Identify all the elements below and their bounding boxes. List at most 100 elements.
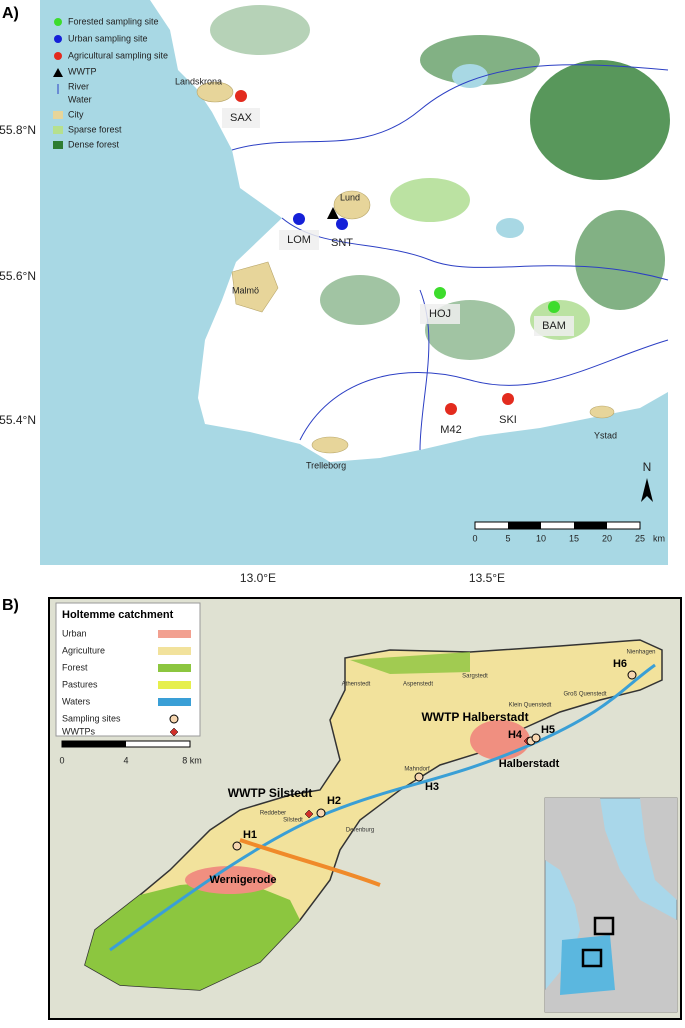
scale-label: 15 [569, 533, 579, 543]
legend-label: City [68, 109, 84, 119]
city [196, 81, 234, 103]
river [231, 64, 669, 151]
inset-box [593, 916, 615, 936]
inset-land [640, 798, 677, 900]
site-marker [336, 218, 348, 230]
site-label: M42 [440, 424, 461, 436]
site-label: LOM [287, 234, 311, 246]
site-label-bg [534, 316, 574, 336]
legend-symbol [53, 126, 63, 134]
legend-label: Forested sampling site [68, 16, 159, 26]
village-label: Silstedt [283, 818, 303, 824]
legend-label: Urban [62, 628, 87, 638]
site-label-bg [420, 304, 460, 324]
lat-label: 55.6°N [0, 269, 36, 283]
site-label: H5 [541, 724, 555, 736]
city [589, 405, 615, 419]
wwtp-label: WWTP Halberstadt [421, 710, 528, 724]
town-label: Halberstadt [499, 758, 560, 770]
site-marker [445, 403, 457, 415]
city [311, 436, 349, 454]
site-label: SAX [230, 112, 253, 124]
legend-symbol [53, 141, 63, 149]
legend-symbol [158, 681, 191, 689]
site-label: H3 [425, 781, 439, 793]
village-label: Derenburg [346, 828, 374, 834]
site-marker [627, 670, 637, 680]
forest-patch [420, 35, 540, 85]
road [239, 838, 381, 887]
forest-patch [320, 275, 400, 325]
north-arrow [641, 478, 653, 502]
legend-label: Urban sampling site [68, 33, 148, 43]
site-marker [434, 287, 446, 299]
scale-label: 4 [123, 755, 128, 765]
village-label: Athenstedt [342, 682, 371, 688]
scale-segment [62, 741, 126, 747]
legend-label: Agriculture [62, 645, 105, 655]
town-label: Wernigerode [209, 874, 276, 886]
legend-a: Forested sampling site Urban sampling si… [53, 16, 168, 149]
legend-label: Sampling sites [62, 713, 121, 723]
village-label: Nienhagen [626, 650, 655, 656]
legend-label: Water [68, 94, 92, 104]
scale-bar-a: 0 5 10 15 20 25 km [472, 521, 665, 543]
place-label: Ystad [594, 430, 617, 440]
site-label: BAM [542, 320, 566, 332]
village-label: Klein Quenstedt [509, 703, 552, 709]
legend-symbol [158, 630, 191, 638]
scale-label: 8 km [182, 755, 202, 765]
site-marker [232, 841, 242, 851]
cities [196, 81, 615, 454]
legend-symbol [158, 698, 191, 706]
scale-segment [474, 521, 641, 530]
rivers [231, 64, 669, 451]
inset-box [581, 948, 603, 968]
wwtp-marker [327, 207, 339, 219]
lat-label: 55.4°N [0, 413, 36, 427]
village-label: Sargstedt [462, 674, 488, 680]
village-label: Reddeber [260, 811, 286, 817]
city [333, 190, 371, 220]
site-marker [293, 213, 305, 225]
legend-label: Pastures [62, 679, 98, 689]
river [299, 339, 669, 441]
site-label: H2 [327, 795, 341, 807]
sites-a: SAX LOM SNT HOJ BAM M42 SKI Landskrona L… [175, 76, 617, 470]
site-label: HOJ [429, 308, 451, 320]
forest-area [350, 652, 470, 674]
legend-symbol [169, 727, 179, 737]
scale-label: 5 [505, 533, 510, 543]
north-label: N [643, 460, 652, 474]
place-label: Landskrona [175, 76, 222, 86]
legend-label: Sparse forest [68, 124, 122, 134]
place-label: Lund [340, 192, 360, 202]
site-label: H6 [613, 658, 627, 670]
legend-title: Holtemme catchment [62, 609, 174, 621]
inset-map [544, 797, 678, 1013]
lon-label: 13.5°E [469, 571, 505, 585]
place-label: Malmö [232, 285, 259, 295]
scale-label: 0 [59, 755, 64, 765]
legend-symbol [54, 18, 62, 26]
forest-area [85, 880, 300, 990]
sites-b: WWTP Halberstadt WWTP Silstedt H1 H2 H3 … [209, 650, 655, 886]
panel-label: A) [2, 5, 19, 22]
lake [452, 64, 488, 88]
site-marker [414, 772, 424, 782]
scale-label: 20 [602, 533, 612, 543]
legend-label: Waters [62, 696, 91, 706]
lon-label: 13.0°E [240, 571, 276, 585]
scale-label: 25 [635, 533, 645, 543]
lakes [452, 64, 524, 238]
legend-label: Forest [62, 662, 88, 672]
site-label: H1 [243, 829, 257, 841]
forest-patch [575, 210, 665, 310]
scale-segment [574, 522, 607, 529]
site-label-bg [222, 108, 260, 128]
legend-symbol [54, 52, 62, 60]
site-marker [316, 808, 326, 818]
